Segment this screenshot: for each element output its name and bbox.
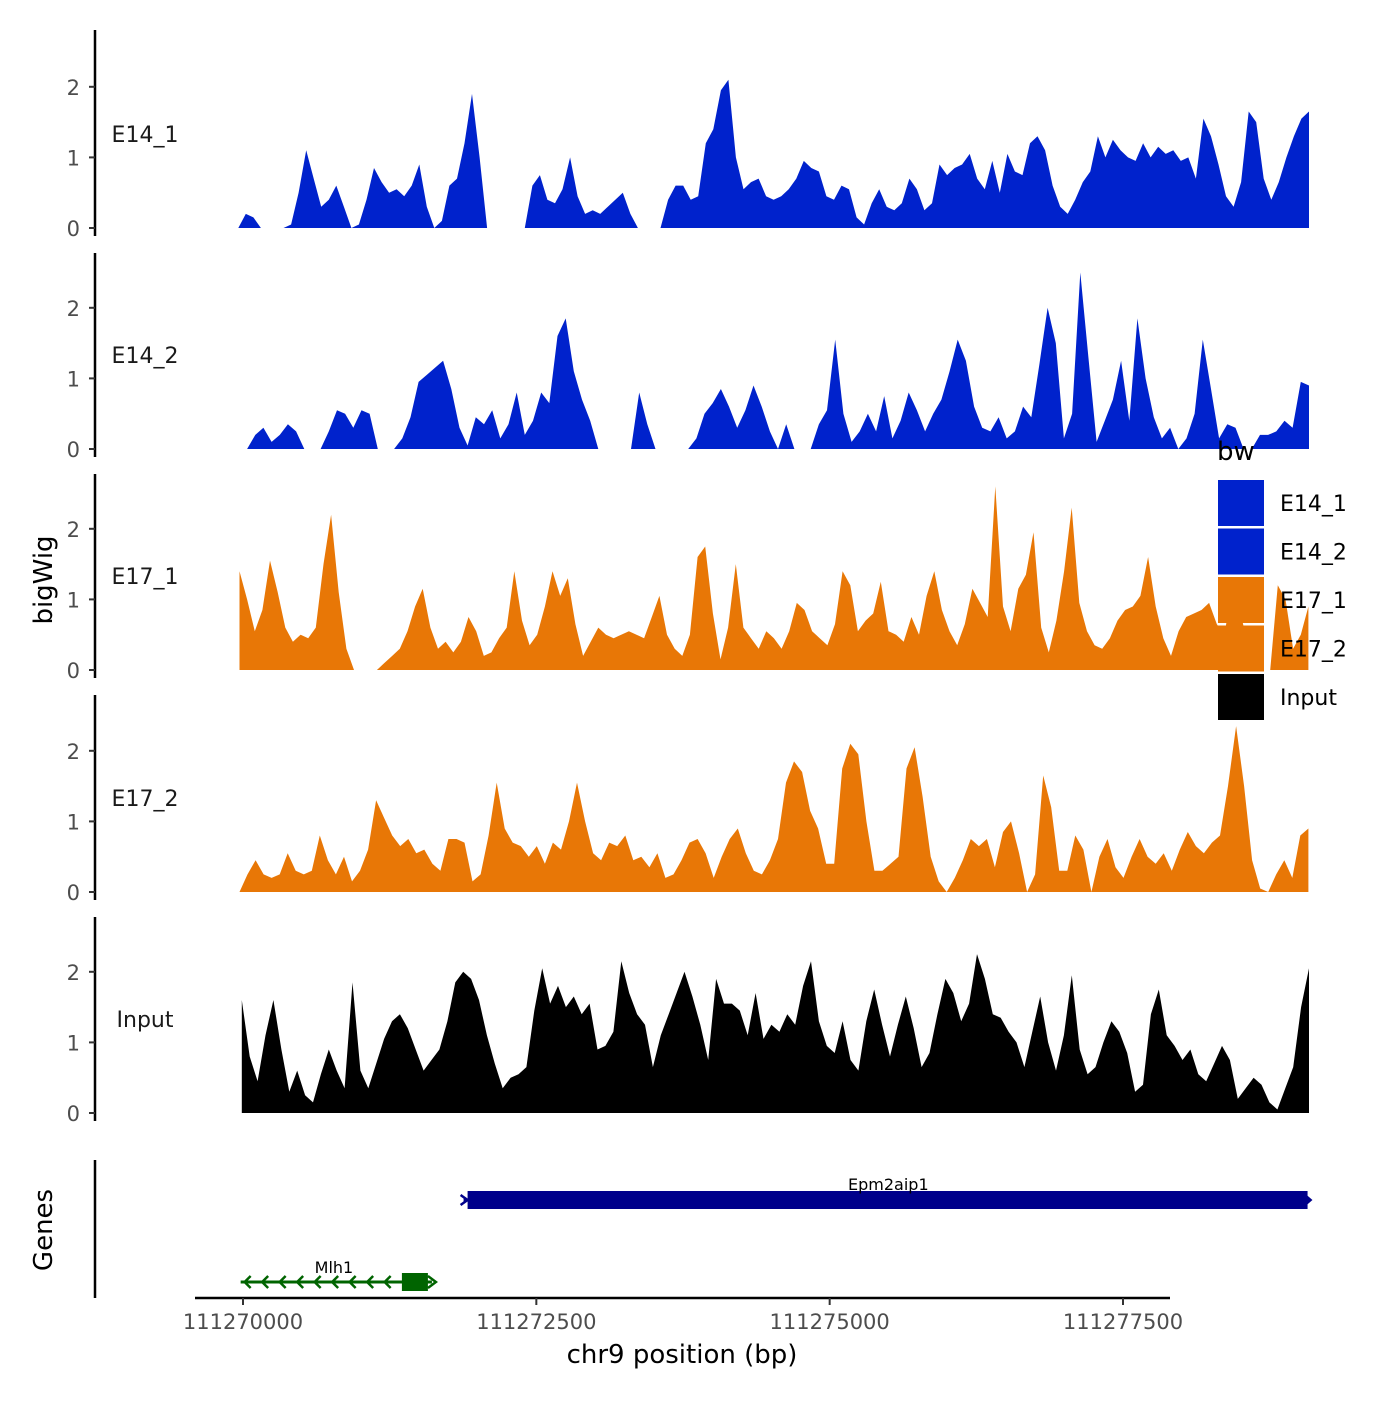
legend-label: E17_1	[1280, 589, 1347, 614]
legend-label: E17_2	[1280, 638, 1347, 663]
gene-exon-block	[401, 1273, 428, 1291]
genes-axis-title: Genes	[29, 1189, 59, 1271]
x-tick-label: 111272500	[476, 1310, 596, 1334]
strand-arrow	[459, 1193, 470, 1207]
legend-swatch	[1218, 625, 1264, 672]
strand-arrow	[295, 1275, 305, 1289]
legend-swatch	[1218, 528, 1264, 575]
y-tick-label: 2	[67, 518, 80, 542]
track-label: E14_1	[112, 123, 179, 148]
x-tick-label: 111275000	[770, 1310, 890, 1334]
y-tick-label: 0	[67, 217, 80, 241]
track-Input: 0 1 2 Input	[67, 917, 1309, 1126]
x-tick-label: 111277500	[1063, 1310, 1183, 1334]
legend-title: bw	[1217, 437, 1255, 467]
strand-arrow	[242, 1275, 252, 1289]
y-tick-label: 1	[67, 146, 80, 170]
legend-entry-Input: Input	[1218, 674, 1337, 720]
y-tick-label: 0	[67, 659, 80, 683]
track-label: E17_1	[112, 565, 179, 590]
y-tick-label: 2	[67, 961, 80, 985]
tracks-layer: 0 1 2 E14_1 0 1 2 E14_2 0 1 2 E17_1 0 1 2 E17_2 0 1 2 Input	[67, 30, 1310, 1126]
strand-arrow	[365, 1275, 375, 1289]
y-tick-label: 1	[67, 810, 80, 834]
legend-swatch	[1218, 480, 1264, 526]
y-tick-label: 0	[67, 881, 80, 905]
gene-label: Mlh1	[315, 1258, 354, 1277]
track-E17_2: 0 1 2 E17_2	[67, 695, 1309, 905]
genes-panel: Mlh1 Epm2aip1	[93, 1160, 1313, 1298]
x-axis: 111270000 111272500 111275000 111277500	[183, 1296, 1183, 1334]
track-E14_1: 0 1 2 E14_1	[67, 30, 1309, 241]
gene-Epm2aip1: Epm2aip1	[459, 1175, 1313, 1209]
gene-Mlh1: Mlh1	[240, 1258, 438, 1291]
legend-swatch	[1218, 674, 1264, 720]
legend-label: E14_1	[1280, 492, 1347, 517]
y-tick-label: 0	[67, 438, 80, 462]
legend-swatch	[1218, 577, 1264, 623]
track-E17_1: 0 1 2 E17_1	[67, 474, 1309, 683]
legend: bw E14_1 E14_2 E17_1 E17_2 Input	[1217, 437, 1347, 720]
legend-entry-E17_1: E17_1	[1218, 577, 1347, 623]
strand-arrow	[277, 1275, 287, 1289]
legend-label: Input	[1280, 686, 1337, 711]
signal-area-E17_1	[239, 486, 1309, 670]
y-tick-label: 1	[67, 367, 80, 391]
y-tick-label: 1	[67, 588, 80, 612]
strand-arrow	[260, 1275, 270, 1289]
y-tick-label: 0	[67, 1102, 80, 1126]
track-label: E17_2	[112, 787, 179, 812]
strand-arrow	[1302, 1193, 1313, 1207]
signal-area-E17_2	[239, 726, 1309, 892]
strand-arrow	[382, 1275, 392, 1289]
y-tick-label: 2	[67, 76, 80, 100]
strand-arrow	[312, 1275, 322, 1289]
y-tick-label: 2	[67, 297, 80, 321]
strand-arrow	[427, 1275, 438, 1289]
legend-entry-E14_1: E14_1	[1218, 480, 1347, 526]
y-tick-label: 2	[67, 740, 80, 764]
track-E14_2: 0 1 2 E14_2	[67, 253, 1310, 462]
x-tick-label: 111270000	[183, 1310, 303, 1334]
signal-area-E14_1	[238, 79, 1309, 228]
legend-entry-E14_2: E14_2	[1218, 528, 1347, 575]
legend-label: E14_2	[1280, 541, 1347, 566]
y-tick-label: 1	[67, 1031, 80, 1055]
gene-exon-block	[467, 1191, 1308, 1209]
strand-arrow	[330, 1275, 340, 1289]
track-label: E14_2	[112, 344, 179, 369]
strand-arrow	[347, 1275, 357, 1289]
x-axis-title: chr9 position (bp)	[567, 1340, 798, 1370]
legend-entry-E17_2: E17_2	[1218, 625, 1347, 672]
signal-area-E14_2	[247, 272, 1310, 449]
signal-area-Input	[241, 954, 1309, 1113]
y-axis-title: bigWig	[29, 535, 59, 624]
gene-label: Epm2aip1	[848, 1175, 929, 1194]
track-label: Input	[117, 1008, 174, 1033]
